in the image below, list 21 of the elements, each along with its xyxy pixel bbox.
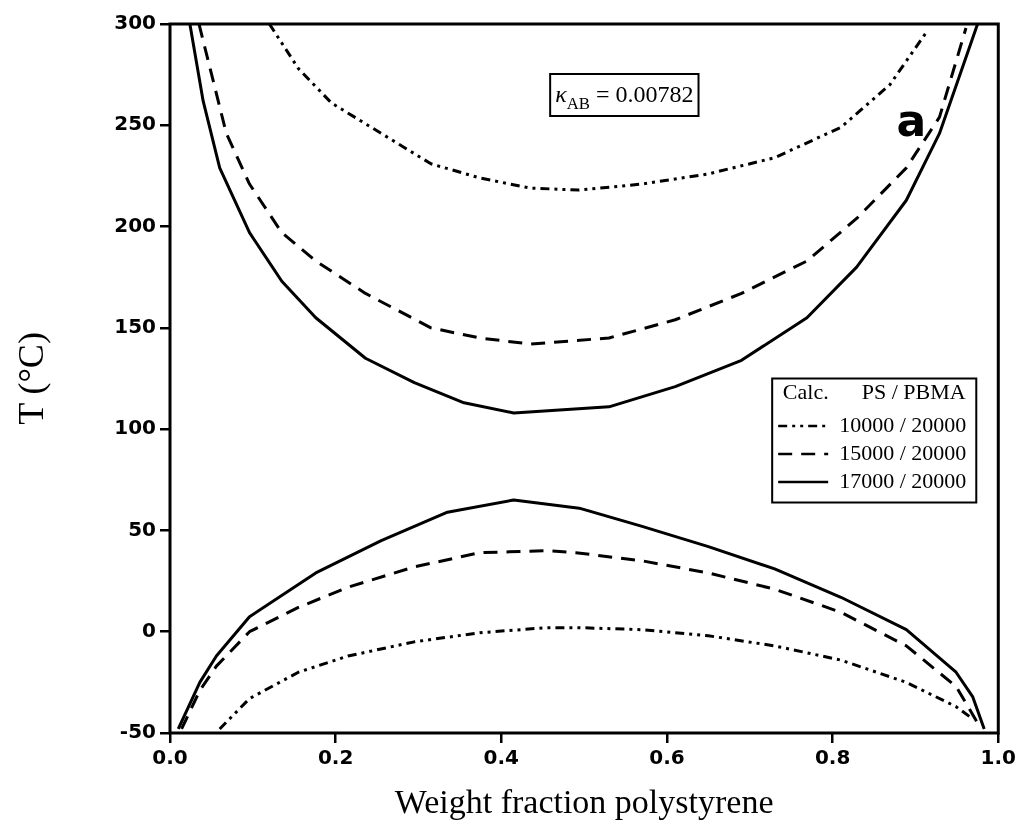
x-tick-label: 0.8 xyxy=(814,745,851,770)
x-tick-label: 0.0 xyxy=(152,745,188,770)
y-tick-label: 100 xyxy=(114,415,156,440)
y-tick-label: 50 xyxy=(128,516,156,541)
legend-title: Calc. PS / PBMA xyxy=(782,379,966,405)
annotation: a xyxy=(896,95,927,146)
y-tick-label: 300 xyxy=(114,10,156,35)
x-tick-label: 1.0 xyxy=(980,745,1016,770)
y-axis-title: T (°C) xyxy=(11,332,52,425)
legend-label: 15000 / 20000 xyxy=(839,439,967,465)
legend-label: 17000 / 20000 xyxy=(839,467,967,493)
y-tick-label: 150 xyxy=(114,314,156,339)
y-tick-label: 0 xyxy=(142,617,156,642)
x-tick-label: 0.6 xyxy=(649,745,685,770)
y-tick-label: -50 xyxy=(119,719,156,744)
x-tick-label: 0.2 xyxy=(317,745,354,770)
x-axis-title: Weight fraction polystyrene xyxy=(394,782,774,820)
y-tick-label: 200 xyxy=(114,212,156,237)
x-tick-label: 0.4 xyxy=(483,745,520,770)
y-tick-label: 250 xyxy=(114,111,156,136)
legend-label: 10000 / 20000 xyxy=(839,411,967,437)
